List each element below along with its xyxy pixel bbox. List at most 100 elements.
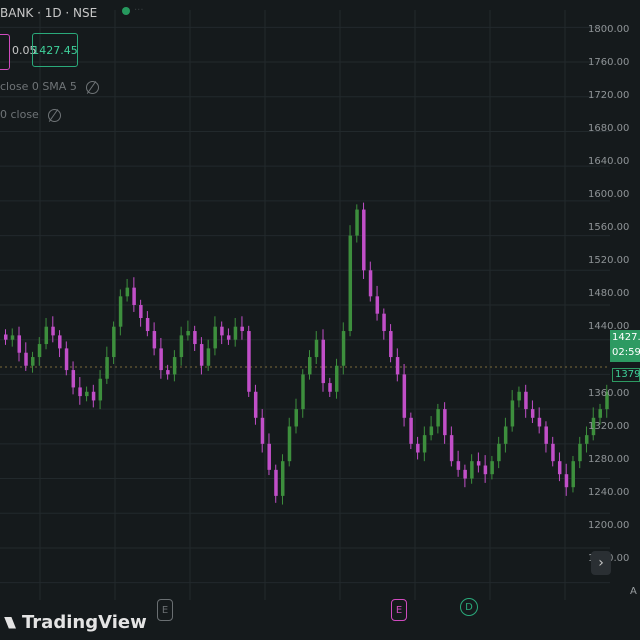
candle-body [253,391,258,418]
auto-scale-toggle[interactable]: A [630,586,637,597]
candle-body [4,334,8,340]
candle-body [557,461,562,475]
candle-body [118,296,123,327]
candle-body [544,426,548,444]
candle-body [476,461,481,466]
candle-body [510,400,515,427]
earnings-marker[interactable]: E [157,599,173,621]
candle-body [409,417,413,444]
indicator-row-sma[interactable]: close 0 SMA 5 [0,80,100,94]
candle-body [193,331,197,345]
indicator-row-close[interactable]: 0 close [0,108,62,122]
candle-body [112,326,116,358]
price-axis-label: 1360.00 [588,388,630,399]
candle-body [497,443,501,462]
candle-body [71,370,76,388]
candle-body [301,374,305,410]
candle-body [220,326,224,336]
logo-text: TradingView [22,612,147,633]
price-axis-label: 1680.00 [588,123,630,134]
candle-body [591,417,596,436]
candle-body [321,339,326,384]
candle-body [389,331,393,358]
candle-body [578,443,582,462]
tradingview-logo[interactable]: TradingView [4,612,147,633]
price-axis-label: 1760.00 [588,57,630,68]
candle-body [308,357,312,375]
candle-body [260,417,265,444]
candle-body [213,326,217,349]
candle-body [132,287,136,305]
candle-body [571,461,575,488]
candle-body [395,357,400,375]
candle-body [530,409,535,418]
marker-letter: D [465,601,473,613]
candle-body [551,443,555,462]
candle-body [517,391,521,401]
candle-body [179,335,184,358]
candle-body [152,331,157,349]
candle-body [341,331,346,366]
candle-body [125,287,130,297]
price-axis-label: 1320.00 [588,421,630,432]
price-axis-label: 1280.00 [588,454,630,465]
candle-body [314,339,319,358]
candle-body [280,461,285,496]
candle-body [58,335,62,349]
candle-body [449,435,454,462]
candle-body [598,409,602,418]
candle-body [335,365,339,392]
candle-body [362,209,366,271]
candle-body [537,417,542,427]
candle-body [456,461,461,470]
price-axis-label: 1800.00 [588,24,630,35]
eye-off-icon[interactable] [86,80,100,94]
candle-body [64,348,69,371]
price-axis-label: 1640.00 [588,156,630,167]
buy-button[interactable]: 1427.45 [32,33,78,67]
candle-body [31,357,35,366]
scroll-to-realtime-button[interactable]: › [591,551,611,575]
candle-body [37,344,42,358]
candle-body [91,391,96,401]
tradingview-mark-icon [4,616,16,629]
candle-body [166,370,170,375]
candle-body [429,426,434,436]
candle-body [443,409,447,436]
marker-letter: E [395,604,403,616]
bar-countdown: 02:59: [612,347,640,358]
candle-body [226,335,231,340]
price-axis-label: 1720.00 [588,90,630,101]
current-price-badge: 1427.4 02:59: [610,330,640,362]
candle-body [402,374,407,418]
candle-body [159,348,163,371]
price-axis-label: 1560.00 [588,222,630,233]
indicator-label: close 0 SMA 5 [0,80,77,93]
candle-body [328,383,332,392]
candle-body [172,357,177,375]
symbol-title: BANK · 1D · NSE [0,6,98,20]
sell-button[interactable] [0,34,10,70]
earnings-marker[interactable]: E [391,599,407,621]
candle-body [186,331,190,336]
dividend-marker[interactable]: D [460,598,478,616]
candle-body [274,469,278,496]
candle-body [375,296,380,314]
eye-off-icon[interactable] [48,108,62,122]
candle-body [199,344,204,366]
candle-body [294,409,298,427]
price-axis-label: 1600.00 [588,189,630,200]
price-axis-label: 1480.00 [588,288,630,299]
header-faded-text: ... [134,2,144,13]
previous-close-badge: 1379.1 [612,368,640,382]
market-status-dot [122,7,130,15]
candle-body [355,209,359,236]
candle-body [287,426,292,462]
candle-body [10,335,15,340]
marker-letter: E [161,604,169,616]
price-axis-label: 1520.00 [588,255,630,266]
candle-body [44,326,49,345]
candle-body [85,391,89,397]
